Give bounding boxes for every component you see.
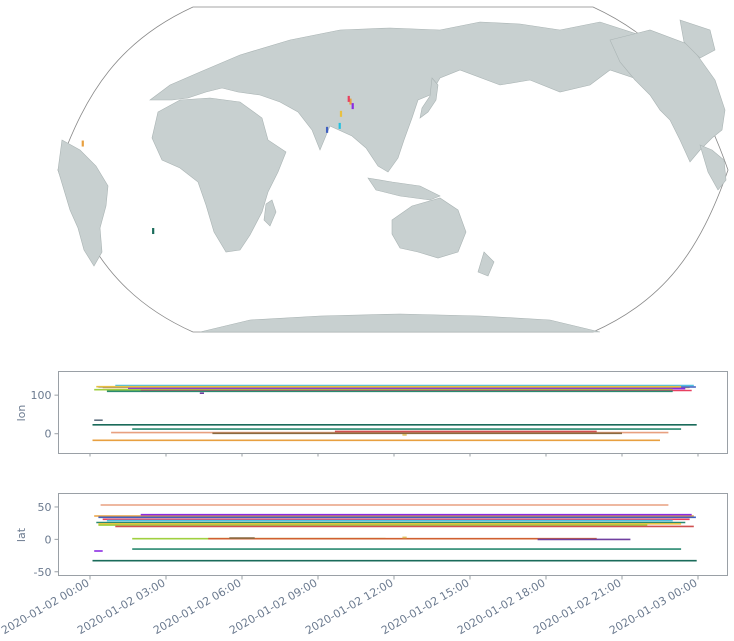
lon-plot-frame [58, 371, 728, 454]
lon-series-lines [92, 384, 697, 442]
map-marker-5 [325, 126, 329, 133]
map-marker-2 [347, 95, 350, 102]
world-map [57, 6, 729, 333]
lon-y-tick-label-0: 0 [45, 428, 52, 441]
map-marker-0 [349, 98, 352, 105]
map-markers [81, 95, 354, 235]
lat-y-axis-label: lat [15, 527, 28, 542]
land-africa [151, 97, 287, 253]
land-japan [419, 77, 439, 119]
land-indonesia [367, 177, 441, 201]
map-marker-7 [152, 228, 155, 235]
land-eurasia [149, 21, 666, 173]
land-central-america [699, 144, 727, 191]
lat-y-ticks: -50 0 50 [34, 501, 59, 579]
land-madagascar [263, 199, 277, 227]
map-marker-3 [339, 110, 343, 117]
lon-y-tick-label-1: 100 [31, 389, 52, 402]
lat-series-lines [92, 504, 697, 562]
map-marker-6 [81, 140, 84, 147]
land-antarctica [199, 313, 601, 333]
lon-y-ticks: 0 100 [31, 389, 699, 457]
land-south-america [57, 139, 109, 267]
land-new-zealand [477, 251, 495, 277]
lon-y-axis-label: lon [15, 405, 28, 422]
lat-y-tick-label-2: 50 [38, 501, 52, 514]
map-marker-1 [351, 103, 354, 110]
lat-plot-frame [58, 493, 728, 576]
lon-panel: 0 100 lon [15, 371, 728, 457]
lat-y-tick-label-1: 0 [45, 533, 52, 546]
land-greenland [679, 19, 716, 59]
map-marker-4 [338, 122, 341, 129]
land-australia [391, 197, 467, 259]
lat-y-tick-label-0: -50 [34, 566, 52, 579]
land-north-america [609, 29, 726, 163]
